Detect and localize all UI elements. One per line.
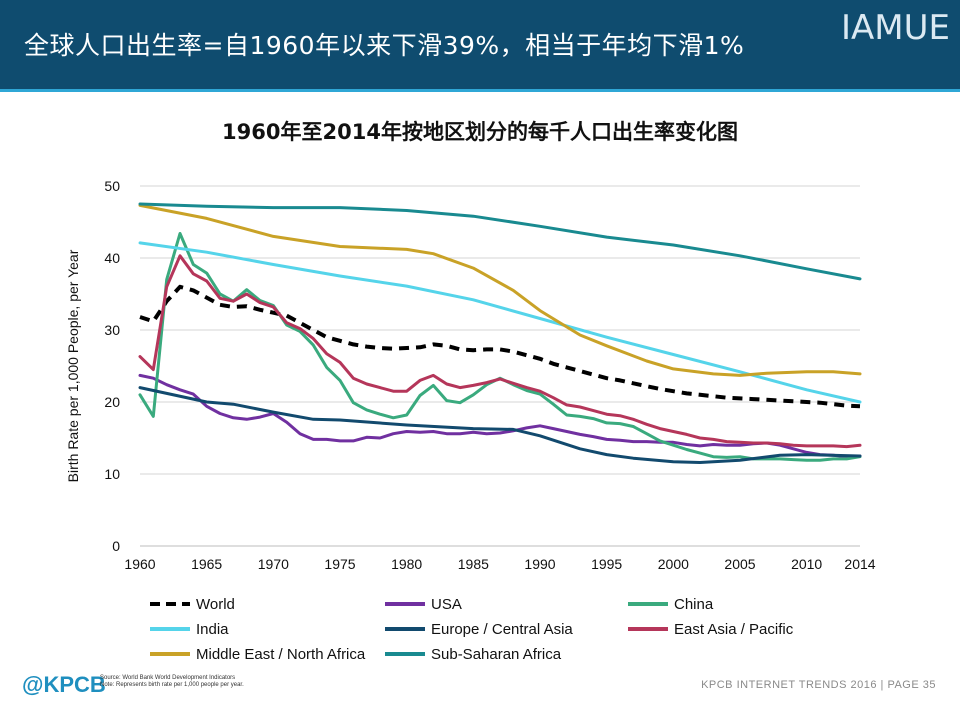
- legend-swatch: [385, 602, 425, 606]
- x-tick-label: 2010: [791, 556, 822, 572]
- legend-item: USA: [385, 594, 462, 614]
- x-tick-label: 2000: [658, 556, 689, 572]
- legend-item: China: [628, 594, 713, 614]
- legend-swatch: [628, 602, 668, 606]
- x-tick-label: 1995: [591, 556, 622, 572]
- series-line-world: [139, 284, 861, 409]
- legend-item: East Asia / Pacific: [628, 619, 793, 639]
- footer-text: KPCB INTERNET TRENDS 2016 | PAGE 35: [701, 679, 936, 691]
- x-tick-label: 2014: [844, 556, 875, 572]
- y-tick-label: 10: [104, 466, 120, 482]
- x-tick-label: 1985: [458, 556, 489, 572]
- legend-item: World: [150, 594, 235, 614]
- x-tick-label: 1960: [124, 556, 155, 572]
- legend-item: India: [150, 619, 229, 639]
- legend-label: Sub-Saharan Africa: [431, 645, 562, 663]
- slide-title: 全球人口出生率=自1960年以来下滑39%，相当于年均下滑1%: [24, 31, 745, 60]
- legend-label: USA: [431, 595, 462, 613]
- x-tick-label: 1975: [324, 556, 355, 572]
- legend-label: World: [196, 595, 235, 613]
- series-line-sub-saharan-africa: [138, 202, 862, 281]
- series-line-east-asia-pacific: [138, 254, 862, 449]
- series-line-middle-east-north-africa: [138, 203, 862, 377]
- legend-label: Middle East / North Africa: [196, 645, 366, 663]
- kpcb-logo: @KPCB: [22, 672, 106, 697]
- series-line-europe-central-asia: [138, 386, 862, 464]
- x-tick-label: 2005: [724, 556, 755, 572]
- brand-watermark: IAMUE: [841, 8, 950, 48]
- y-tick-label: 50: [104, 178, 120, 194]
- y-tick-label: 30: [104, 322, 120, 338]
- header-banner: 全球人口出生率=自1960年以来下滑39%，相当于年均下滑1% IAMUE: [0, 0, 960, 92]
- legend-label: India: [196, 620, 229, 638]
- legend-swatch: [385, 652, 425, 656]
- legend-swatch: [628, 627, 668, 631]
- y-axis-label: Birth Rate per 1,000 People, per Year: [65, 249, 81, 482]
- source-note: Source: World Bank World Development Ind…: [100, 675, 244, 689]
- chart-title: 1960年至2014年按地区划分的每千人口出生率变化图: [222, 120, 738, 144]
- x-tick-label: 1970: [258, 556, 289, 572]
- x-tick-label: 1980: [391, 556, 422, 572]
- legend-label: East Asia / Pacific: [674, 620, 794, 638]
- legend-swatch: [150, 652, 190, 656]
- legend-swatch: [150, 602, 190, 606]
- source-line: Source: World Bank World Development Ind…: [100, 675, 236, 681]
- legend-item: Sub-Saharan Africa: [385, 644, 561, 664]
- legend-swatch: [150, 627, 190, 631]
- x-tick-label: 1990: [524, 556, 555, 572]
- legend-item: Middle East / North Africa: [150, 644, 365, 664]
- series-line-china: [138, 232, 862, 462]
- y-tick-label: 40: [104, 250, 120, 266]
- legend-swatch: [385, 627, 425, 631]
- y-tick-label: 20: [104, 394, 120, 410]
- legend-label: China: [674, 595, 714, 613]
- x-tick-label: 1965: [191, 556, 222, 572]
- note-line: Note: Represents birth rate per 1,000 pe…: [100, 682, 244, 688]
- legend-item: Europe / Central Asia: [385, 619, 573, 639]
- y-tick-label: 0: [112, 538, 120, 554]
- legend-label: Europe / Central Asia: [431, 620, 573, 638]
- series-line-usa: [138, 373, 862, 459]
